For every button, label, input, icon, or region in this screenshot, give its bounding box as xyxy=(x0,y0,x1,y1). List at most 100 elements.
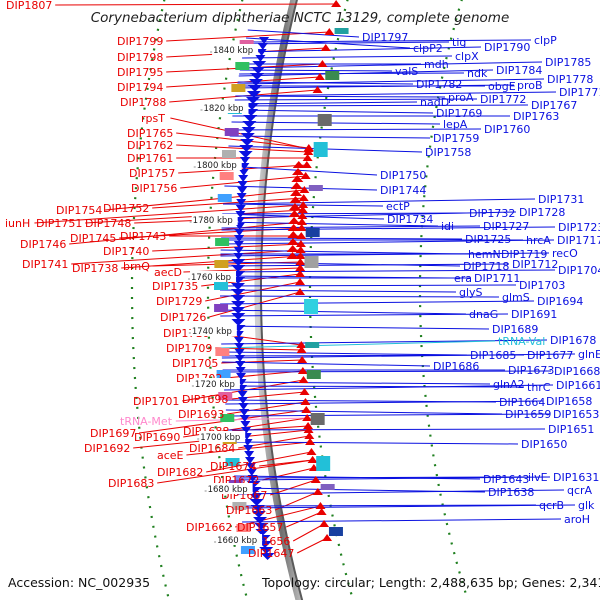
forward-gene-arrow xyxy=(292,168,305,175)
reverse-feature-block xyxy=(240,546,255,554)
forward-gene-arrow xyxy=(287,224,300,231)
forward-gene-label: DIP1690 xyxy=(134,431,180,444)
forward-gene-arrow xyxy=(322,534,333,541)
leader-line xyxy=(296,537,328,554)
reverse-gene-label: qcrA xyxy=(567,484,593,497)
leader-line xyxy=(34,204,304,224)
forward-gene-arrow xyxy=(286,252,299,259)
scale-label: 1820 kbp xyxy=(203,104,243,114)
leader-line xyxy=(237,489,565,495)
leader-line xyxy=(105,189,305,211)
leader-line xyxy=(239,69,393,72)
reverse-gene-label: DIP1703 xyxy=(519,279,565,292)
reverse-gene-arrow xyxy=(254,523,269,530)
forward-gene-label: DIP1756 xyxy=(131,182,177,195)
scale-labels: 1840 kbp 1820 kbp 1800 kbp 1780 kbp 1760 kbp… xyxy=(188,44,263,546)
reverse-gene-arrow xyxy=(251,67,266,74)
forward-gene-arrow xyxy=(295,278,306,285)
reverse-gene-arrow xyxy=(238,169,249,176)
reverse-feature-block xyxy=(231,84,246,92)
leader-line xyxy=(222,212,467,215)
reverse-gene-label: DIP1763 xyxy=(513,110,559,123)
reverse-gene-label: lepA xyxy=(443,118,468,131)
reverse-gene-arrow xyxy=(234,229,245,236)
reverse-gene-arrow xyxy=(239,157,250,164)
leader-line xyxy=(152,243,301,252)
forward-gene-arrow xyxy=(288,217,301,224)
leader-line xyxy=(238,69,494,77)
forward-strand-features xyxy=(286,0,349,541)
forward-gene-arrow xyxy=(302,414,313,421)
scale-label: 1800 kbp xyxy=(197,161,237,171)
forward-gene-arrow xyxy=(324,28,335,35)
reverse-gene-arrow xyxy=(249,499,264,506)
reverse-gene-label: proA xyxy=(448,91,474,104)
reverse-gene-label: DIP1790 xyxy=(484,41,530,54)
leader-line xyxy=(221,226,556,231)
reverse-feature-block xyxy=(235,62,250,70)
reverse-gene-arrow xyxy=(231,289,246,296)
forward-gene-arrow xyxy=(320,44,331,51)
forward-gene-label: DIP1748 xyxy=(85,217,131,230)
leader-line xyxy=(239,504,537,507)
reverse-gene-arrow xyxy=(234,235,245,242)
reverse-gene-label: DIP1650 xyxy=(521,438,567,451)
leader-line xyxy=(242,55,453,59)
forward-gene-arrow xyxy=(295,288,306,295)
forward-gene-label: DIP1741 xyxy=(22,258,68,271)
forward-gene-label: DIP1751 xyxy=(36,217,82,230)
forward-gene-arrow xyxy=(306,448,317,455)
leader-line xyxy=(221,340,496,349)
reverse-gene-label: DIP1631 xyxy=(553,471,599,484)
reverse-gene-label: glk xyxy=(578,499,595,512)
leader-line xyxy=(229,441,519,445)
leader-line xyxy=(206,451,312,473)
leader-line xyxy=(220,261,461,267)
forward-gene-arrow xyxy=(312,488,323,495)
reverse-gene-arrow xyxy=(248,493,263,500)
forward-gene-arrow xyxy=(303,148,314,155)
reverse-gene-arrow xyxy=(250,73,265,80)
reverse-gene-label: DIP1678 xyxy=(550,334,596,347)
leader-line xyxy=(221,221,439,227)
reverse-gene-arrow xyxy=(241,127,256,134)
forward-gene-arrow xyxy=(317,60,328,67)
leader-line xyxy=(221,351,468,356)
leader-line xyxy=(233,104,529,107)
reverse-gene-label: DIP1694 xyxy=(537,295,583,308)
reverse-gene-arrow xyxy=(250,505,265,512)
forward-gene-label: DIP1795 xyxy=(117,66,163,79)
leader-line xyxy=(244,41,450,45)
reverse-feature-block xyxy=(221,150,236,158)
reverse-gene-label: thrC xyxy=(527,381,551,394)
reverse-gene-label: DIP1673 xyxy=(508,364,554,377)
reverse-gene-label: clpX xyxy=(455,50,479,63)
reverse-feature-block xyxy=(216,370,231,378)
scale-label-bg xyxy=(202,102,249,113)
leader-line xyxy=(225,400,544,405)
forward-feature-block xyxy=(308,185,323,191)
leader-line xyxy=(220,300,535,305)
leader-line xyxy=(234,101,418,105)
reverse-gene-label: ectP xyxy=(386,200,410,213)
reverse-gene-arrow xyxy=(237,391,248,398)
reverse-gene-arrow xyxy=(255,529,270,536)
genome-backbone xyxy=(254,0,304,600)
reverse-gene-arrow xyxy=(260,553,275,560)
forward-gene-arrow xyxy=(303,422,314,429)
forward-feature-block xyxy=(325,71,340,80)
leader-line xyxy=(222,211,517,219)
scale-label: 1700 kbp xyxy=(200,433,240,443)
forward-gene-arrow xyxy=(295,246,306,253)
reverse-gene-arrow xyxy=(237,187,248,194)
scale-label-bg xyxy=(193,378,240,389)
reverse-gene-arrow xyxy=(246,469,257,476)
reverse-feature-block xyxy=(217,194,232,202)
reverse-gene-arrow xyxy=(231,283,246,290)
leader-line xyxy=(121,255,301,269)
forward-feature-block xyxy=(306,370,321,379)
reverse-gene-arrow xyxy=(236,199,247,206)
reverse-gene-label: DIP1643 xyxy=(483,473,529,486)
reverse-gene-arrow xyxy=(240,139,255,146)
trna-gene-label: tRNA-Val xyxy=(498,335,545,348)
